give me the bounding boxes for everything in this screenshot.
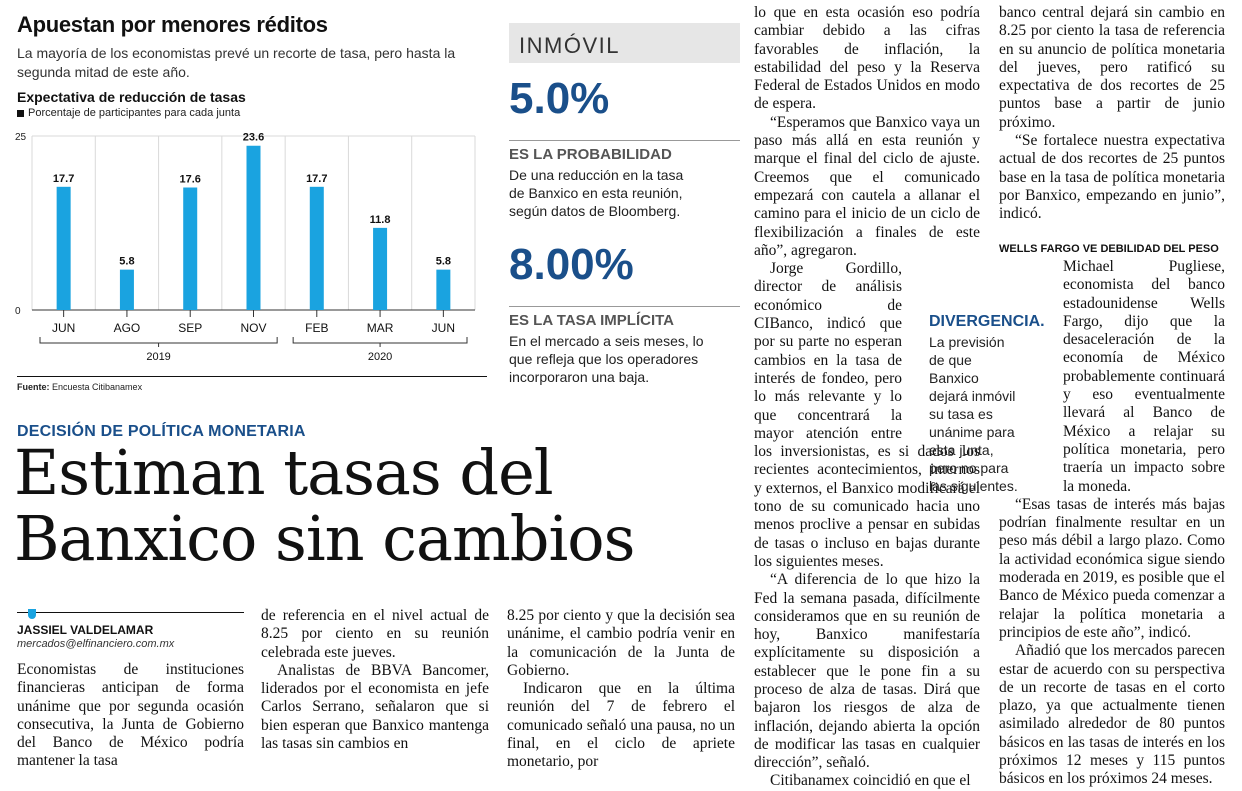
paragraph: lo que en esta ocasión eso podría cambia… (754, 4, 980, 113)
bar-chart: 25 0 17.7 JUN 5.8 AGO 17.6 SEP 23.6 NOV 17.7 FEB 11.… (15, 132, 476, 363)
legend-label: Porcentaje de participantes para cada ju… (28, 107, 241, 119)
paragraph: Economistas de instituciones financieras… (17, 661, 244, 770)
byline-rule (17, 612, 244, 613)
chart-bottom-rule (17, 376, 487, 377)
paragraph: Analistas de BBVA Bancomer, liderados po… (261, 661, 489, 753)
x-tick-label: JUN (432, 321, 455, 335)
bar-value-label: 5.8 (119, 256, 134, 268)
stat-probability: 5.0% (509, 74, 610, 123)
bar (436, 269, 451, 310)
stat-implied-rate: 8.00% (509, 240, 634, 289)
chart-heading: Expectativa de reducción de tasas (17, 89, 246, 105)
chart-source: Fuente: Encuesta Citibanamex (17, 382, 142, 392)
x-tick-label: SEP (178, 321, 202, 335)
subheading: WELLS FARGO VE DEBILIDAD DEL PESO (999, 243, 1219, 255)
legend-swatch (17, 109, 24, 117)
bar (183, 187, 198, 310)
bar-value-label: 23.6 (243, 132, 264, 144)
sidebar-divider (509, 140, 740, 141)
headline-line-2: Banxico sin cambios (14, 502, 635, 575)
sidebar-header-box (509, 23, 740, 63)
group-label: 2019 (146, 351, 170, 363)
x-tick-label: AGO (114, 321, 141, 335)
stat-implied-rate-label: ES LA TASA IMPLÍCITA (509, 312, 674, 329)
y-tick-label: 25 (15, 132, 27, 143)
bar-value-label: 17.7 (53, 173, 74, 185)
x-tick-label: JUN (52, 321, 75, 335)
article-column-3: 8.25 por ciento y que la decisión sea un… (507, 607, 735, 772)
bar-value-label: 17.7 (306, 173, 327, 185)
headline-line-1: Estiman tasas del (14, 436, 554, 509)
paragraph: Indicaron que en la última reunión del 7… (507, 680, 735, 771)
paragraph: Citibanamex coincidió en que el (770, 772, 971, 790)
stat-implied-rate-text: En el mercado a seis meses, lo que refle… (509, 333, 704, 385)
paragraph: “Esperamos que Banxico vaya un paso más … (754, 113, 980, 259)
chart-subtitle: La mayoría de los economistas prevé un r… (17, 45, 456, 80)
paragraph: banco central dejará sin cambio en 8.25 … (999, 4, 1225, 131)
y-tick-label: 0 (15, 306, 21, 317)
x-tick-label: MAR (367, 321, 394, 335)
bar (373, 227, 388, 310)
paragraph: 8.25 por ciento y que la decisión sea un… (507, 607, 735, 679)
bar (309, 186, 324, 310)
bar-value-label: 5.8 (436, 256, 451, 268)
source-text: Encuesta Citibanamex (52, 382, 143, 392)
paragraph-text: Jorge Gordillo, director de análisis eco… (754, 260, 980, 570)
author-marker-icon (28, 609, 36, 619)
stat-probability-label: ES LA PROBABILIDAD (509, 146, 672, 163)
group-bracket (292, 337, 468, 344)
pullquote-text: La previsión de que Banxico dejará inmóv… (929, 334, 1018, 494)
paragraph: Jorge Gordillo, director de análisis eco… (754, 260, 980, 571)
bar (246, 145, 261, 310)
bar (119, 269, 134, 310)
paragraph: Michael Pugliese, economista del banco e… (999, 258, 1225, 496)
chart-title: Apuestan por menores réditos (17, 12, 328, 37)
article-column-2: de referencia en el nivel actual de 8.25… (261, 607, 489, 753)
paragraph: “A diferencia de lo que hizo la Fed la s… (754, 571, 980, 772)
x-tick-label: NOV (240, 321, 266, 335)
paragraph: “Se fortalece nuestra expectativa actual… (999, 132, 1225, 223)
chart-legend: Porcentaje de participantes para cada ju… (17, 107, 240, 119)
x-tick-label: FEB (305, 321, 328, 335)
section-kicker: DECISIÓN DE POLÍTICA MONETARIA (17, 423, 306, 440)
article-column-1: Economistas de instituciones financieras… (17, 661, 244, 771)
pullquote-title: DIVERGENCIA. (929, 313, 1045, 330)
bar (56, 186, 71, 310)
bar-value-label: 11.8 (370, 214, 391, 226)
paragraph: “Esas tasas de interés más bajas podrían… (999, 495, 1225, 641)
headline: Estiman tasas del Banxico sin cambios (14, 440, 714, 572)
sidebar-divider (509, 306, 740, 307)
bar-value-label: 17.6 (180, 174, 201, 186)
stat-probability-text: De una reducción en la tasa de Banxico e… (509, 167, 684, 219)
paragraph: Añadió que los mercados parecen estar de… (999, 642, 1225, 788)
article-column-5-continued: Michael Pugliese, economista del banco e… (999, 258, 1225, 789)
paragraph: de referencia en el nivel actual de 8.25… (261, 607, 489, 661)
source-label: Fuente: (17, 382, 50, 392)
author-name: JASSIEL VALDELAMAR (17, 623, 154, 637)
author-email: mercados@elfinanciero.com.mx (17, 638, 175, 650)
group-bracket (39, 337, 278, 344)
pullquote-spacer (999, 258, 1063, 482)
article-column-5: banco central dejará sin cambio en 8.25 … (999, 4, 1225, 224)
sidebar-header: INMÓVIL (519, 33, 620, 58)
group-label: 2020 (368, 351, 392, 363)
paragraph-text: Michael Pugliese, economista del banco e… (1063, 258, 1225, 495)
